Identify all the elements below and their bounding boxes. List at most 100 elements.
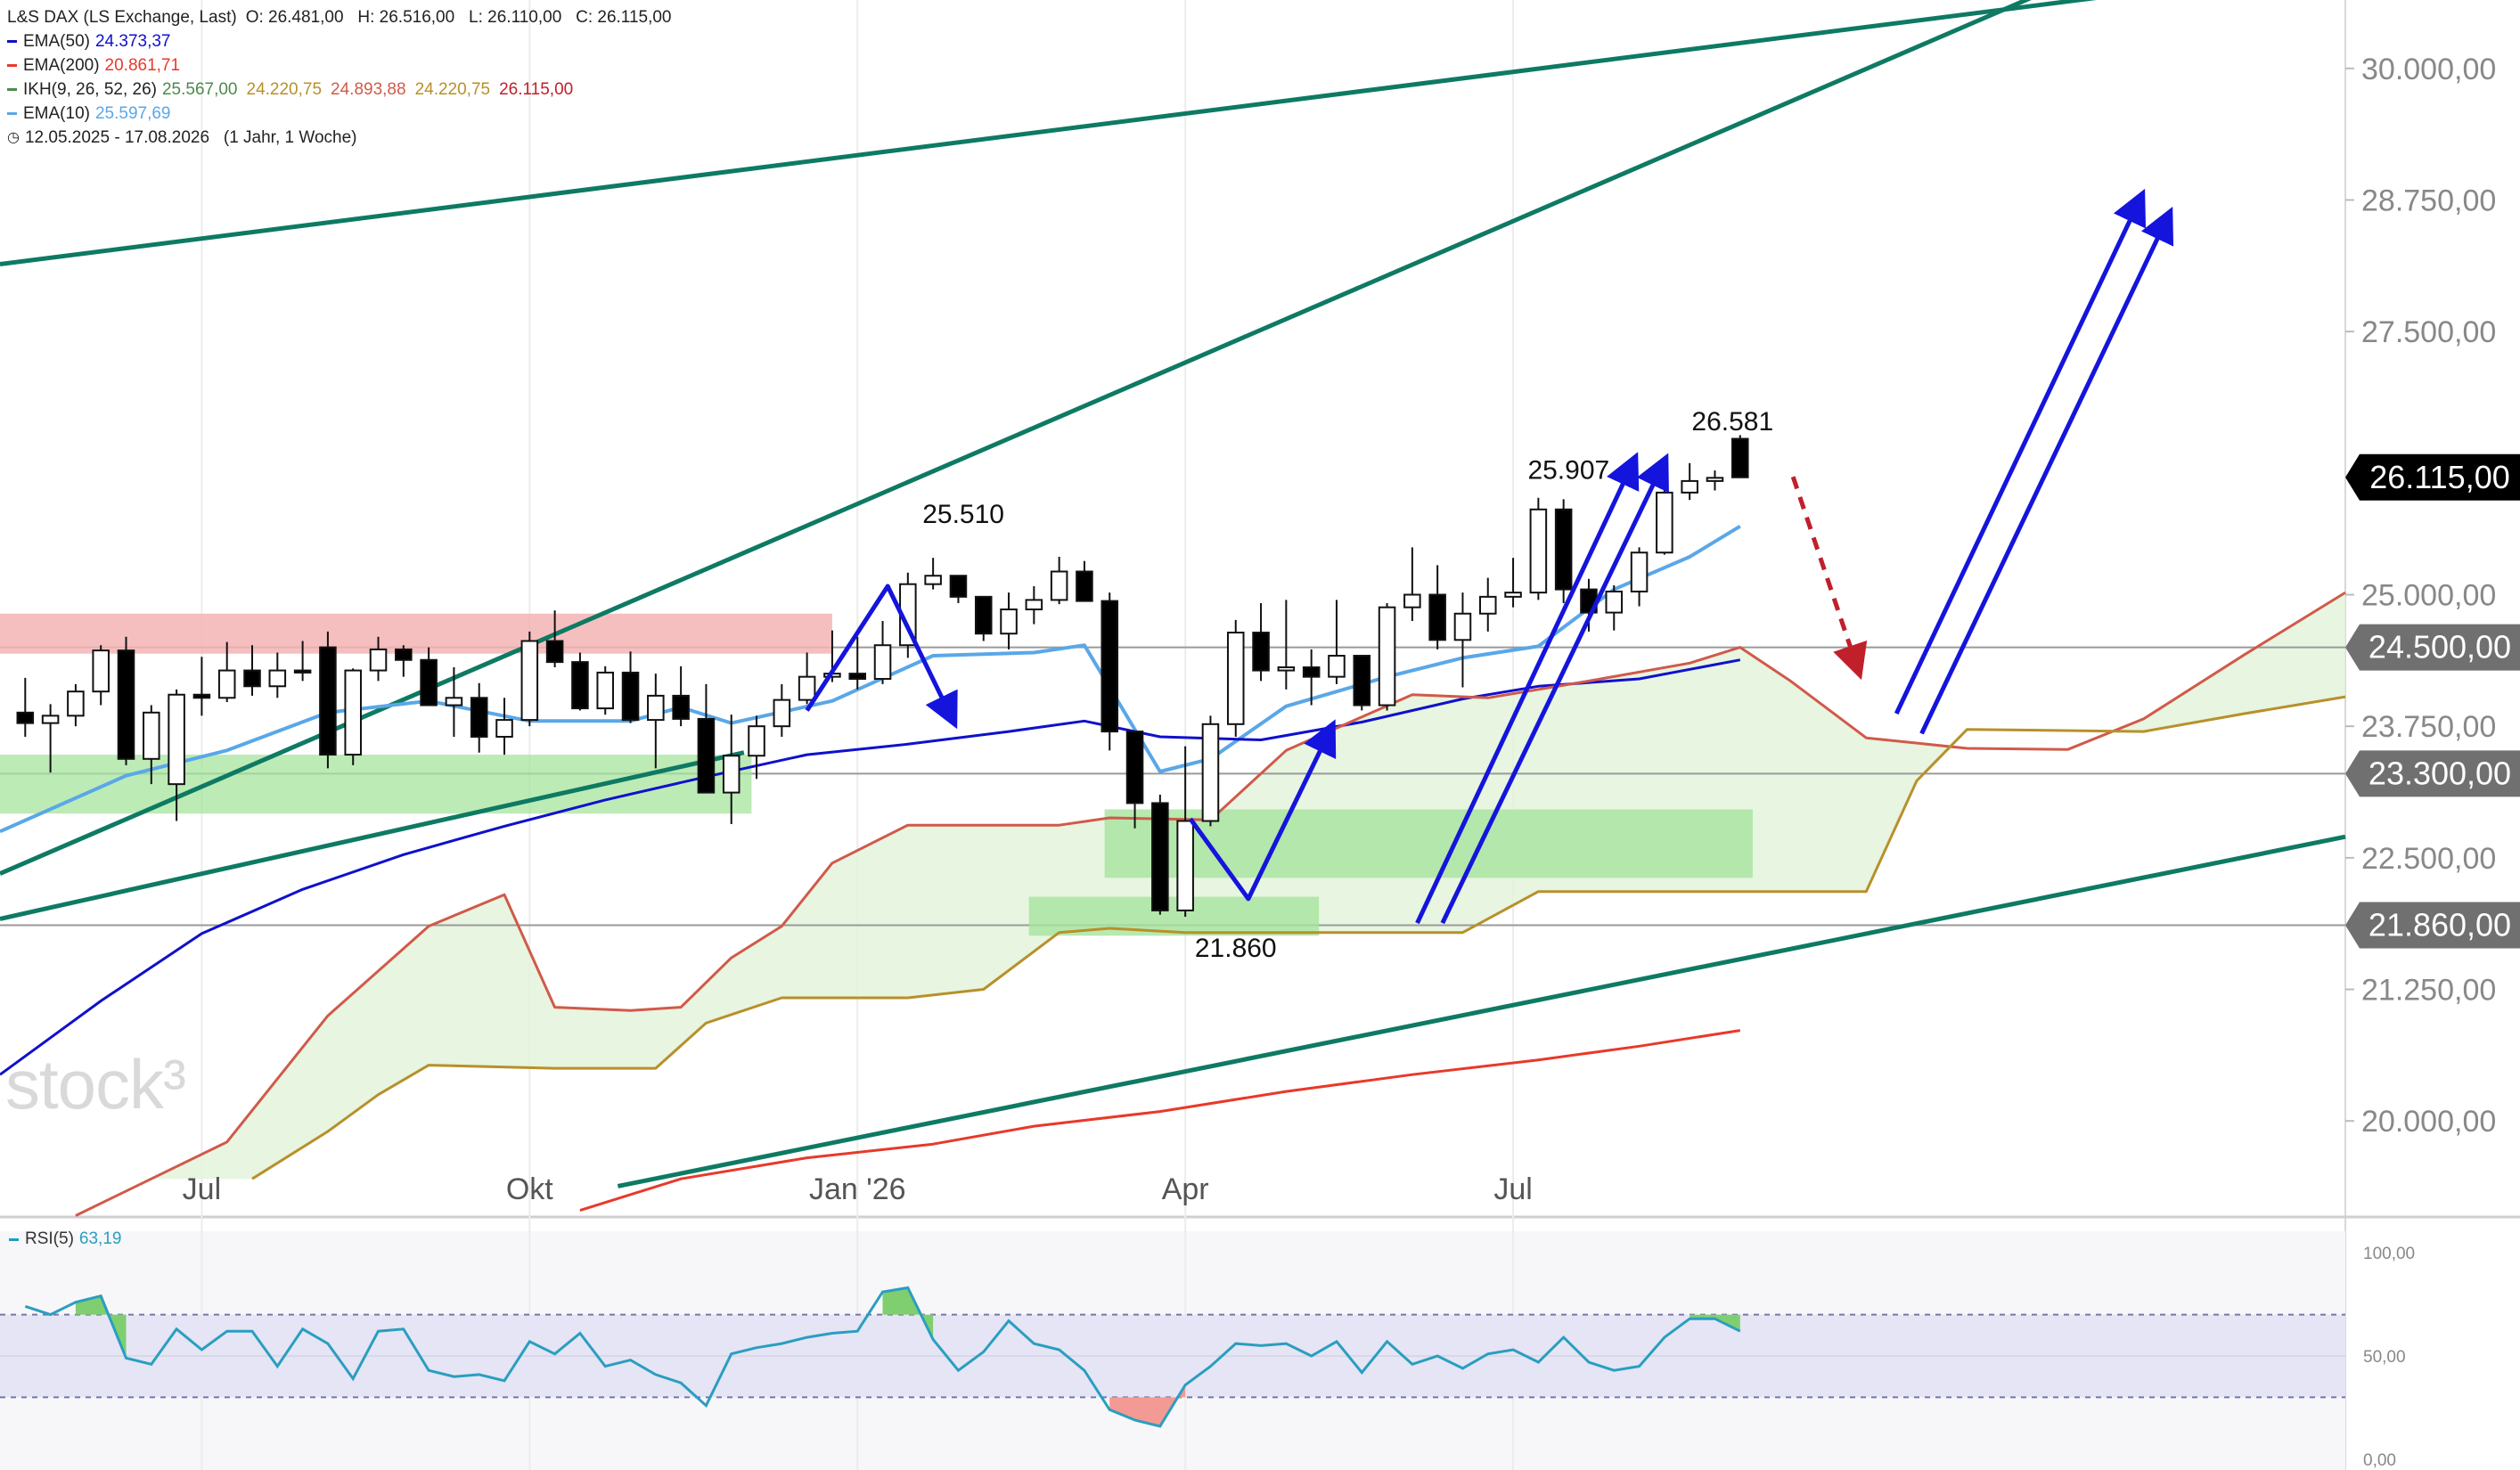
candle bbox=[1277, 666, 1296, 672]
ema50-swatch bbox=[7, 40, 17, 43]
ikh-value-2: 24.220,75 bbox=[246, 80, 323, 99]
rsi-tick-label: 0,00 bbox=[2363, 1451, 2396, 1470]
candle bbox=[1605, 590, 1624, 614]
candle bbox=[168, 693, 185, 786]
resistance-zone bbox=[0, 613, 832, 654]
up-arrow-2 bbox=[1440, 453, 1669, 925]
ema10-line bbox=[0, 524, 1741, 834]
candle bbox=[924, 575, 942, 585]
rsi-oversold-fill bbox=[1109, 1384, 1186, 1426]
ohlc-values: O: 26.481,00 H: 26.516,00 L: 26.110,00 C… bbox=[245, 8, 672, 27]
candle bbox=[243, 669, 261, 688]
y-tick-label: 27.500,00 bbox=[2361, 315, 2496, 349]
candle bbox=[217, 669, 236, 699]
candle bbox=[1302, 666, 1321, 678]
candle bbox=[1656, 491, 1673, 554]
target-arrow-1 bbox=[1894, 188, 2147, 715]
rsi-value: 63,19 bbox=[78, 1229, 122, 1248]
candle bbox=[495, 719, 513, 738]
candle bbox=[722, 755, 740, 794]
legend-ema200: EMA(200) 20.861,71 bbox=[7, 53, 672, 78]
x-tick-label: Jan '26 bbox=[809, 1172, 906, 1206]
rsi-line bbox=[24, 1286, 1741, 1428]
support-zone-low bbox=[1028, 896, 1320, 936]
price-axis-bg bbox=[2345, 0, 2520, 1216]
candle bbox=[1125, 731, 1144, 804]
candle bbox=[773, 698, 791, 728]
ikh-swatch bbox=[7, 88, 17, 91]
chart-legend: L&S DAX (LS Exchange, Last) O: 26.481,00… bbox=[7, 5, 672, 150]
ema50-line bbox=[0, 658, 1741, 1076]
candle bbox=[1353, 655, 1371, 706]
ikh-value-3: 24.893,88 bbox=[331, 80, 406, 99]
level-tag-21860: 21.860,00 bbox=[2369, 906, 2511, 943]
candle bbox=[672, 694, 690, 720]
candle bbox=[1706, 477, 1724, 482]
rsi-tick-label: 50,00 bbox=[2363, 1348, 2406, 1367]
candle bbox=[1630, 551, 1649, 592]
y-tick-label: 28.750,00 bbox=[2361, 184, 2496, 217]
candle bbox=[445, 697, 463, 706]
candle bbox=[1076, 570, 1093, 602]
candle bbox=[369, 648, 388, 672]
x-tick-label: Jul bbox=[1493, 1172, 1532, 1206]
trend-channel-upper bbox=[0, 0, 2097, 267]
legend-range: ◷ 12.05.2025 - 17.08.2026 (1 Jahr, 1 Woc… bbox=[7, 126, 672, 150]
level-tag-24500: 24.500,00 bbox=[2369, 629, 2511, 666]
candle bbox=[1504, 592, 1522, 598]
level-tag-24500-bg bbox=[2345, 624, 2520, 671]
zigzag-arrow-dec bbox=[805, 584, 958, 730]
candle bbox=[748, 725, 765, 757]
ikh-label: IKH(9, 26, 52, 26) bbox=[23, 80, 157, 99]
kijun-line bbox=[251, 695, 2346, 1180]
candle bbox=[1529, 508, 1548, 594]
stock3-watermark: stock³ bbox=[5, 1045, 186, 1123]
candle bbox=[470, 697, 488, 738]
rsi-swatch bbox=[9, 1237, 19, 1241]
legend-ikh: IKH(9, 26, 52, 26) 25.567,00 24.220,75 2… bbox=[7, 78, 672, 102]
ema200-value: 20.861,71 bbox=[104, 56, 181, 75]
level-tag-23300: 23.300,00 bbox=[2369, 755, 2511, 791]
legend-ema50: EMA(50) 24.373,37 bbox=[7, 29, 672, 53]
instrument-title: L&S DAX (LS Exchange, Last) bbox=[7, 8, 237, 27]
y-tick-label: 22.500,00 bbox=[2361, 842, 2496, 876]
candle bbox=[192, 693, 211, 699]
trend-channel-lower bbox=[617, 834, 2346, 1188]
candle bbox=[1151, 802, 1169, 911]
candle bbox=[420, 658, 438, 706]
candle bbox=[92, 649, 110, 693]
candle bbox=[1428, 593, 1446, 641]
candle bbox=[949, 575, 968, 598]
rsi-label: RSI(5) bbox=[25, 1229, 74, 1248]
candle bbox=[647, 694, 665, 722]
date-range: 12.05.2025 - 17.08.2026 (1 Jahr, 1 Woche… bbox=[24, 128, 357, 147]
candle bbox=[1201, 723, 1220, 822]
candle bbox=[571, 661, 589, 710]
candle bbox=[344, 669, 362, 756]
target-arrow-2 bbox=[1919, 206, 2174, 735]
y-tick-label: 23.750,00 bbox=[2361, 710, 2496, 744]
annotation-high-aug: 26.581 bbox=[1691, 407, 1773, 437]
candle bbox=[1000, 608, 1018, 635]
candle bbox=[16, 711, 35, 724]
ema200-line bbox=[579, 1029, 1741, 1213]
candle bbox=[1453, 612, 1472, 641]
v-arrow-apr bbox=[1188, 719, 1337, 902]
candle bbox=[621, 671, 640, 722]
ema10-swatch bbox=[7, 112, 17, 115]
ikh-value-1: 25.567,00 bbox=[161, 80, 238, 99]
legend-title-row: L&S DAX (LS Exchange, Last) O: 26.481,00… bbox=[7, 5, 672, 29]
candle bbox=[520, 640, 539, 722]
candle bbox=[1025, 599, 1043, 611]
ema200-swatch bbox=[7, 64, 17, 67]
candle bbox=[1554, 508, 1573, 591]
clock-icon: ◷ bbox=[7, 130, 20, 145]
ikh-value-5: 26.115,00 bbox=[499, 80, 574, 99]
ema50-label: EMA(50) bbox=[23, 32, 90, 51]
last-price-tag-bg bbox=[2345, 453, 2520, 501]
candle bbox=[1176, 820, 1194, 911]
candle bbox=[117, 649, 135, 760]
y-tick-label: 20.000,00 bbox=[2361, 1105, 2496, 1139]
level-tag-23300-bg bbox=[2345, 750, 2520, 797]
candle bbox=[293, 669, 312, 674]
